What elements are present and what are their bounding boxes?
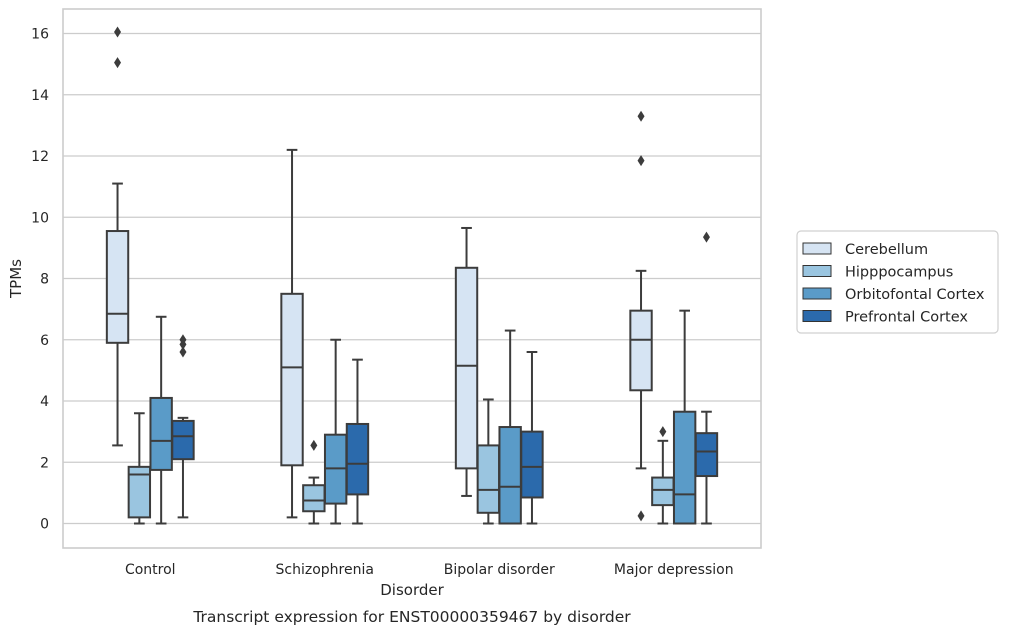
box-iqr [302, 484, 326, 513]
outlier-point [637, 510, 645, 522]
legend-label: Orbitofontal Cortex [845, 287, 985, 303]
y-tick-label: 4 [40, 394, 49, 410]
series-orbitofontal-cortex [149, 309, 697, 525]
box-major-depression [651, 426, 675, 525]
box-bipolar-disorder [520, 351, 544, 525]
box-iqr [454, 266, 479, 470]
x-axis-label: Disorder [380, 581, 444, 599]
y-tick-label: 8 [40, 272, 49, 288]
x-tick-label: Schizophrenia [276, 562, 374, 578]
box-schizophrenia [280, 148, 304, 519]
y-tick-label: 10 [31, 210, 49, 226]
outlier-point [310, 439, 318, 451]
box-control [127, 412, 152, 525]
legend-swatch [802, 242, 832, 255]
outlier-point [659, 426, 667, 438]
box-major-depression [629, 110, 653, 522]
box-iqr [280, 292, 304, 467]
x-axis-ticks: Control Schizophrenia Bipolar disorder Majo… [125, 562, 734, 578]
box-control [105, 26, 130, 447]
box-bipolar-disorder [498, 329, 522, 525]
box-schizophrenia [345, 358, 370, 525]
box-iqr [498, 426, 522, 525]
series-cerebellum [105, 26, 653, 522]
legend-frame [796, 230, 999, 334]
box-iqr [345, 422, 370, 496]
chart-caption: Transcript expression for ENST0000035946… [192, 608, 631, 626]
x-tick-label: Major depression [614, 562, 734, 578]
box-iqr [694, 432, 719, 478]
legend-swatch [802, 310, 832, 322]
y-axis-label: TPMs [7, 259, 25, 299]
grid-lines [63, 32, 761, 525]
box-iqr [127, 465, 152, 519]
legend-label: Cerebellum [845, 242, 928, 258]
box-iqr [651, 476, 675, 507]
y-tick-label: 12 [31, 149, 49, 165]
outlier-point [179, 346, 187, 358]
legend: Cerebellum Hipppocampus Orbitofontal Corte… [796, 230, 999, 334]
box-iqr [476, 444, 501, 514]
y-tick-label: 0 [40, 517, 49, 533]
x-tick-label: Bipolar disorder [444, 562, 555, 578]
outlier-point [637, 155, 645, 167]
y-tick-label: 2 [40, 455, 49, 471]
legend-label: Hipppocampus [845, 265, 953, 281]
box-iqr [105, 230, 130, 344]
box-iqr [672, 410, 697, 525]
outlier-point [114, 57, 122, 69]
x-tick-label: Control [125, 562, 176, 578]
series-hipppocampus [127, 398, 675, 525]
legend-swatch [802, 265, 832, 277]
box-schizophrenia [302, 439, 326, 525]
box-schizophrenia [323, 338, 348, 525]
box-bipolar-disorder [476, 398, 501, 525]
box-major-depression [694, 231, 719, 525]
box-iqr [520, 430, 544, 499]
series-prefrontal-cortex [171, 231, 719, 525]
box-iqr [171, 419, 195, 461]
box-bipolar-disorder [454, 226, 479, 497]
outlier-point [179, 334, 187, 346]
y-axis-ticks: 0 2 4 6 8 10 12 14 16 [31, 27, 49, 533]
plot-frame [62, 8, 762, 549]
legend-swatch [802, 287, 832, 300]
box-major-depression [672, 309, 697, 525]
y-tick-label: 14 [31, 88, 49, 104]
box-iqr [629, 309, 653, 392]
y-tick-label: 16 [31, 27, 49, 43]
outlier-point [114, 26, 122, 38]
box-series [105, 26, 719, 525]
box-iqr [149, 396, 173, 471]
outlier-point [637, 110, 645, 122]
y-tick-label: 6 [40, 333, 49, 349]
legend-label: Prefrontal Cortex [845, 310, 968, 326]
box-control [149, 315, 173, 525]
outlier-point [702, 231, 710, 243]
box-control [171, 334, 195, 519]
